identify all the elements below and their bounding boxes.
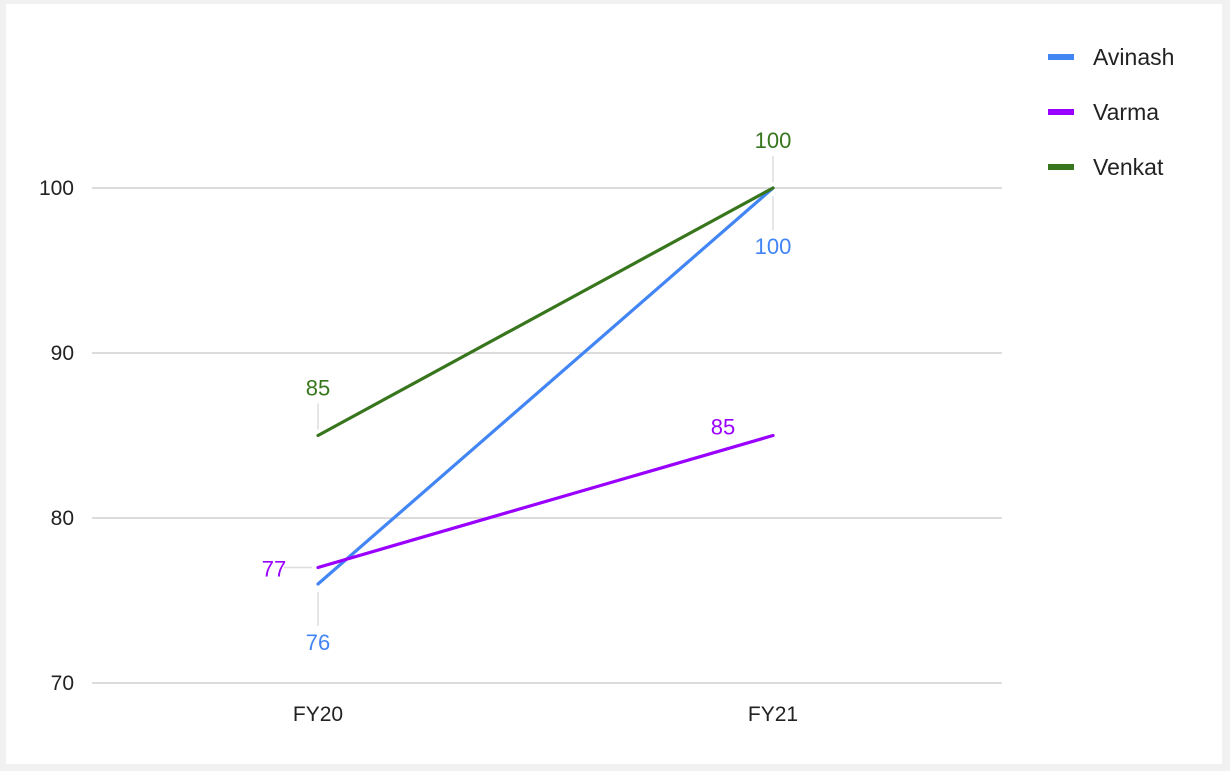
line-chart: 70 80 90 100 FY20 FY21 76 100 77 85 85 100 Avinas…: [39, 44, 1174, 726]
series-line-varma: [316, 433, 775, 570]
chart-container: 70 80 90 100 FY20 FY21 76 100 77 85 85 100 Avinas…: [6, 4, 1222, 764]
legend-item-label: Venkat: [1093, 154, 1164, 180]
data-label-avinash: 76: [306, 630, 330, 655]
data-label-varma: 85: [711, 415, 735, 440]
legend: Avinash Varma Venkat: [1048, 44, 1174, 180]
y-tick-label: 100: [39, 177, 74, 200]
x-tick-label: FY21: [748, 703, 798, 726]
series-line-venkat: [316, 186, 775, 438]
y-tick-label: 80: [51, 507, 74, 530]
y-axis-tick-labels: 70 80 90 100: [39, 177, 74, 695]
data-label-avinash: 100: [755, 234, 792, 259]
y-tick-label: 70: [51, 672, 74, 695]
x-tick-label: FY20: [293, 703, 343, 726]
x-axis-tick-labels: FY20 FY21: [293, 703, 798, 726]
data-label-varma: 77: [262, 557, 286, 582]
label-leader-lines: [284, 156, 774, 626]
data-labels: 76 100 77 85 85 100: [262, 128, 792, 655]
data-label-venkat: 85: [306, 376, 330, 401]
y-tick-label: 90: [51, 342, 74, 365]
legend-item-label: Varma: [1093, 99, 1159, 125]
series-lines: [316, 186, 775, 586]
legend-item-label: Avinash: [1093, 44, 1174, 70]
grid-lines: [92, 187, 1002, 684]
series-line-avinash: [316, 186, 775, 586]
data-label-venkat: 100: [755, 128, 792, 153]
